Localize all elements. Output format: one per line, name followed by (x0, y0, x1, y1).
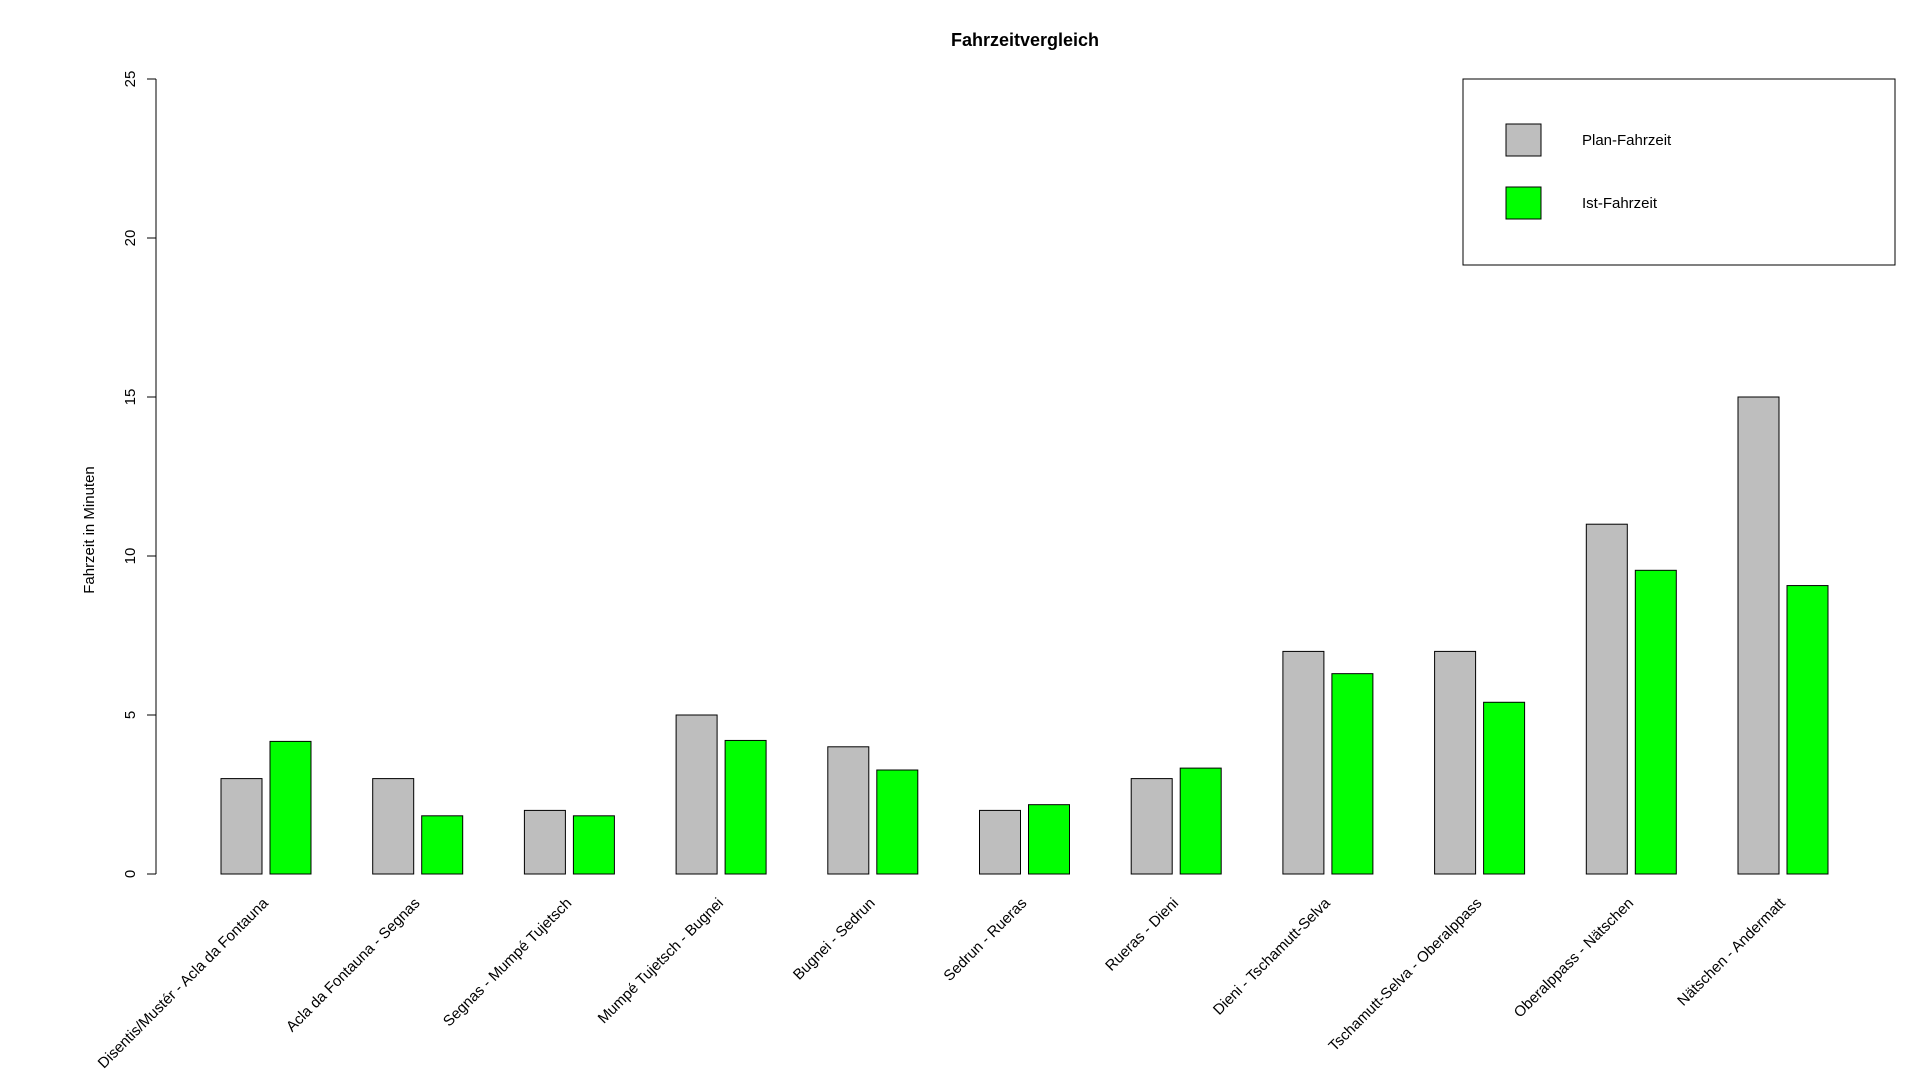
bar-plan-fahrzeit (979, 809, 1021, 875)
y-tick-label: 20 (122, 230, 139, 247)
bar-plan-fahrzeit (1130, 778, 1173, 875)
y-tick-label: 15 (122, 389, 139, 406)
y-tick-label: 0 (122, 870, 139, 878)
x-tick-label: Disentis/Mustér - Acla da Fontauna (95, 894, 273, 1072)
bar-ist-fahrzeit (1483, 701, 1526, 875)
x-tick-label: Nätschen - Andermatt (1674, 894, 1789, 1009)
x-tick-label: Segnas - Mumpé Tujetsch (440, 895, 575, 1030)
bar-plan-fahrzeit (675, 714, 718, 875)
bar-ist-fahrzeit (1331, 673, 1374, 875)
x-tick-label: Mumpé Tujetsch - Bugnei (595, 895, 727, 1027)
legend: Plan-Fahrzeit Ist-Fahrzeit (1462, 78, 1896, 266)
y-axis-label: Fahrzeit in Minuten (81, 466, 98, 594)
bar-ist-fahrzeit (1028, 804, 1070, 875)
bar-ist-fahrzeit (269, 740, 312, 875)
x-tick-label: Bugnei - Sedrun (790, 895, 879, 984)
x-tick-label: Sedrun - Rueras (940, 895, 1030, 985)
bar-ist-fahrzeit (724, 739, 767, 875)
bar-plan-fahrzeit (523, 809, 566, 875)
bar-plan-fahrzeit (1737, 396, 1780, 875)
bars (220, 396, 1829, 875)
bar-ist-fahrzeit (1634, 569, 1677, 875)
x-tick-label: Dieni - Tschamutt-Selva (1210, 894, 1334, 1018)
bar-ist-fahrzeit (876, 769, 919, 875)
bar-ist-fahrzeit (1786, 585, 1829, 875)
x-tick-label: Acla da Fontauna - Segnas (283, 895, 424, 1036)
x-axis-labels: Disentis/Mustér - Acla da Fontauna Acla d… (95, 894, 1790, 1072)
bar-plan-fahrzeit (1282, 650, 1325, 875)
bar-plan-fahrzeit (372, 778, 415, 875)
y-tick-label: 10 (122, 548, 139, 565)
legend-swatch (1505, 123, 1542, 157)
bar-ist-fahrzeit (421, 815, 464, 875)
legend-swatch (1505, 186, 1542, 220)
legend-label: Plan-Fahrzeit (1582, 132, 1672, 149)
x-tick-label: Oberalppass - Nätschen (1511, 895, 1637, 1021)
y-tick-label: 25 (122, 71, 139, 88)
y-axis: 0 5 10 15 20 25 (122, 71, 157, 878)
bar-plan-fahrzeit (827, 746, 870, 875)
bar-plan-fahrzeit (220, 778, 263, 875)
bar-ist-fahrzeit (1179, 767, 1222, 875)
legend-label: Ist-Fahrzeit (1582, 195, 1658, 212)
bar-ist-fahrzeit (572, 815, 615, 875)
legend-box (1462, 78, 1896, 266)
bar-plan-fahrzeit (1434, 650, 1477, 875)
x-tick-label: Rueras - Dieni (1102, 895, 1182, 975)
bar-plan-fahrzeit (1585, 523, 1628, 875)
x-tick-label: Tschamutt-Selva - Oberalppass (1325, 895, 1485, 1055)
chart-title: Fahrzeitvergleich (951, 30, 1099, 50)
y-tick-label: 5 (122, 711, 139, 719)
